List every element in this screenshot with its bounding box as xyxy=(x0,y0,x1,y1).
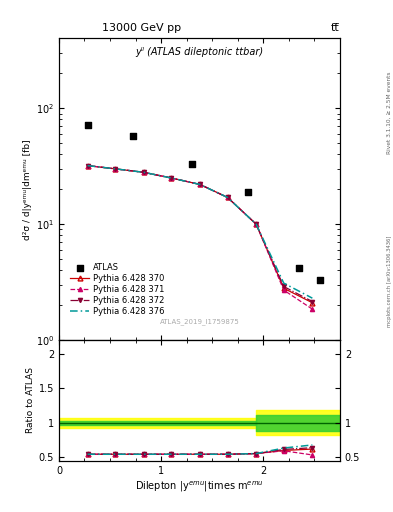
Line: Pythia 6.428 371: Pythia 6.428 371 xyxy=(85,163,314,311)
Text: ATLAS_2019_I1759875: ATLAS_2019_I1759875 xyxy=(160,318,239,325)
Pythia 6.428 376 xyxy=(281,280,286,286)
Line: Pythia 6.428 370: Pythia 6.428 370 xyxy=(85,163,315,305)
Text: tt̅: tt̅ xyxy=(331,23,340,33)
ATLAS xyxy=(84,121,91,129)
Pythia 6.428 376 xyxy=(169,175,174,181)
Pythia 6.428 376 xyxy=(113,166,118,172)
Y-axis label: Ratio to ATLAS: Ratio to ATLAS xyxy=(26,368,35,434)
Pythia 6.428 370 xyxy=(310,300,315,306)
Pythia 6.428 372 xyxy=(85,162,90,168)
Pythia 6.428 372 xyxy=(198,181,202,187)
Pythia 6.428 372 xyxy=(141,169,146,176)
Pythia 6.428 371 xyxy=(141,169,146,176)
Pythia 6.428 372 xyxy=(254,221,259,227)
Pythia 6.428 370 xyxy=(169,175,174,181)
Text: Rivet 3.1.10, ≥ 2.5M events: Rivet 3.1.10, ≥ 2.5M events xyxy=(387,71,391,154)
Text: mcplots.cern.ch [arXiv:1306.3436]: mcplots.cern.ch [arXiv:1306.3436] xyxy=(387,236,391,327)
Pythia 6.428 371 xyxy=(198,181,202,187)
ATLAS xyxy=(245,188,251,196)
Line: Pythia 6.428 376: Pythia 6.428 376 xyxy=(88,165,312,298)
Y-axis label: d²σ / d|yᵉᵐᵘ|dmᵉᵐᵘ [fb]: d²σ / d|yᵉᵐᵘ|dmᵉᵐᵘ [fb] xyxy=(22,139,31,240)
Pythia 6.428 372 xyxy=(225,195,230,201)
Pythia 6.428 371 xyxy=(225,195,230,201)
Text: yˡˡ (ATLAS dileptonic ttbar): yˡˡ (ATLAS dileptonic ttbar) xyxy=(135,48,264,57)
ATLAS xyxy=(189,160,195,168)
ATLAS xyxy=(316,276,323,284)
Pythia 6.428 370 xyxy=(113,166,118,172)
Pythia 6.428 370 xyxy=(85,162,90,168)
Pythia 6.428 376 xyxy=(254,221,259,227)
Pythia 6.428 371 xyxy=(169,175,174,181)
Pythia 6.428 376 xyxy=(198,181,202,187)
Pythia 6.428 371 xyxy=(281,287,286,293)
Pythia 6.428 376 xyxy=(310,295,315,301)
ATLAS xyxy=(296,264,302,272)
Pythia 6.428 370 xyxy=(198,181,202,187)
Pythia 6.428 370 xyxy=(281,285,286,291)
Pythia 6.428 372 xyxy=(281,284,286,290)
Legend: ATLAS, Pythia 6.428 370, Pythia 6.428 371, Pythia 6.428 372, Pythia 6.428 376: ATLAS, Pythia 6.428 370, Pythia 6.428 37… xyxy=(69,261,166,318)
X-axis label: Dilepton |y$^{emu}$|times m$^{emu}$: Dilepton |y$^{emu}$|times m$^{emu}$ xyxy=(135,480,264,494)
Pythia 6.428 372 xyxy=(113,166,118,172)
Pythia 6.428 376 xyxy=(225,195,230,201)
Pythia 6.428 376 xyxy=(85,162,90,168)
Pythia 6.428 372 xyxy=(169,175,174,181)
Pythia 6.428 370 xyxy=(254,221,259,227)
Pythia 6.428 371 xyxy=(85,162,90,168)
ATLAS xyxy=(129,132,136,140)
Pythia 6.428 372 xyxy=(310,298,315,305)
Pythia 6.428 371 xyxy=(113,166,118,172)
Pythia 6.428 371 xyxy=(254,221,259,227)
Pythia 6.428 370 xyxy=(141,169,146,176)
Line: Pythia 6.428 372: Pythia 6.428 372 xyxy=(85,163,314,304)
Text: 13000 GeV pp: 13000 GeV pp xyxy=(102,23,181,33)
Pythia 6.428 370 xyxy=(225,195,230,201)
Pythia 6.428 371 xyxy=(310,306,315,312)
Pythia 6.428 376 xyxy=(141,169,146,176)
